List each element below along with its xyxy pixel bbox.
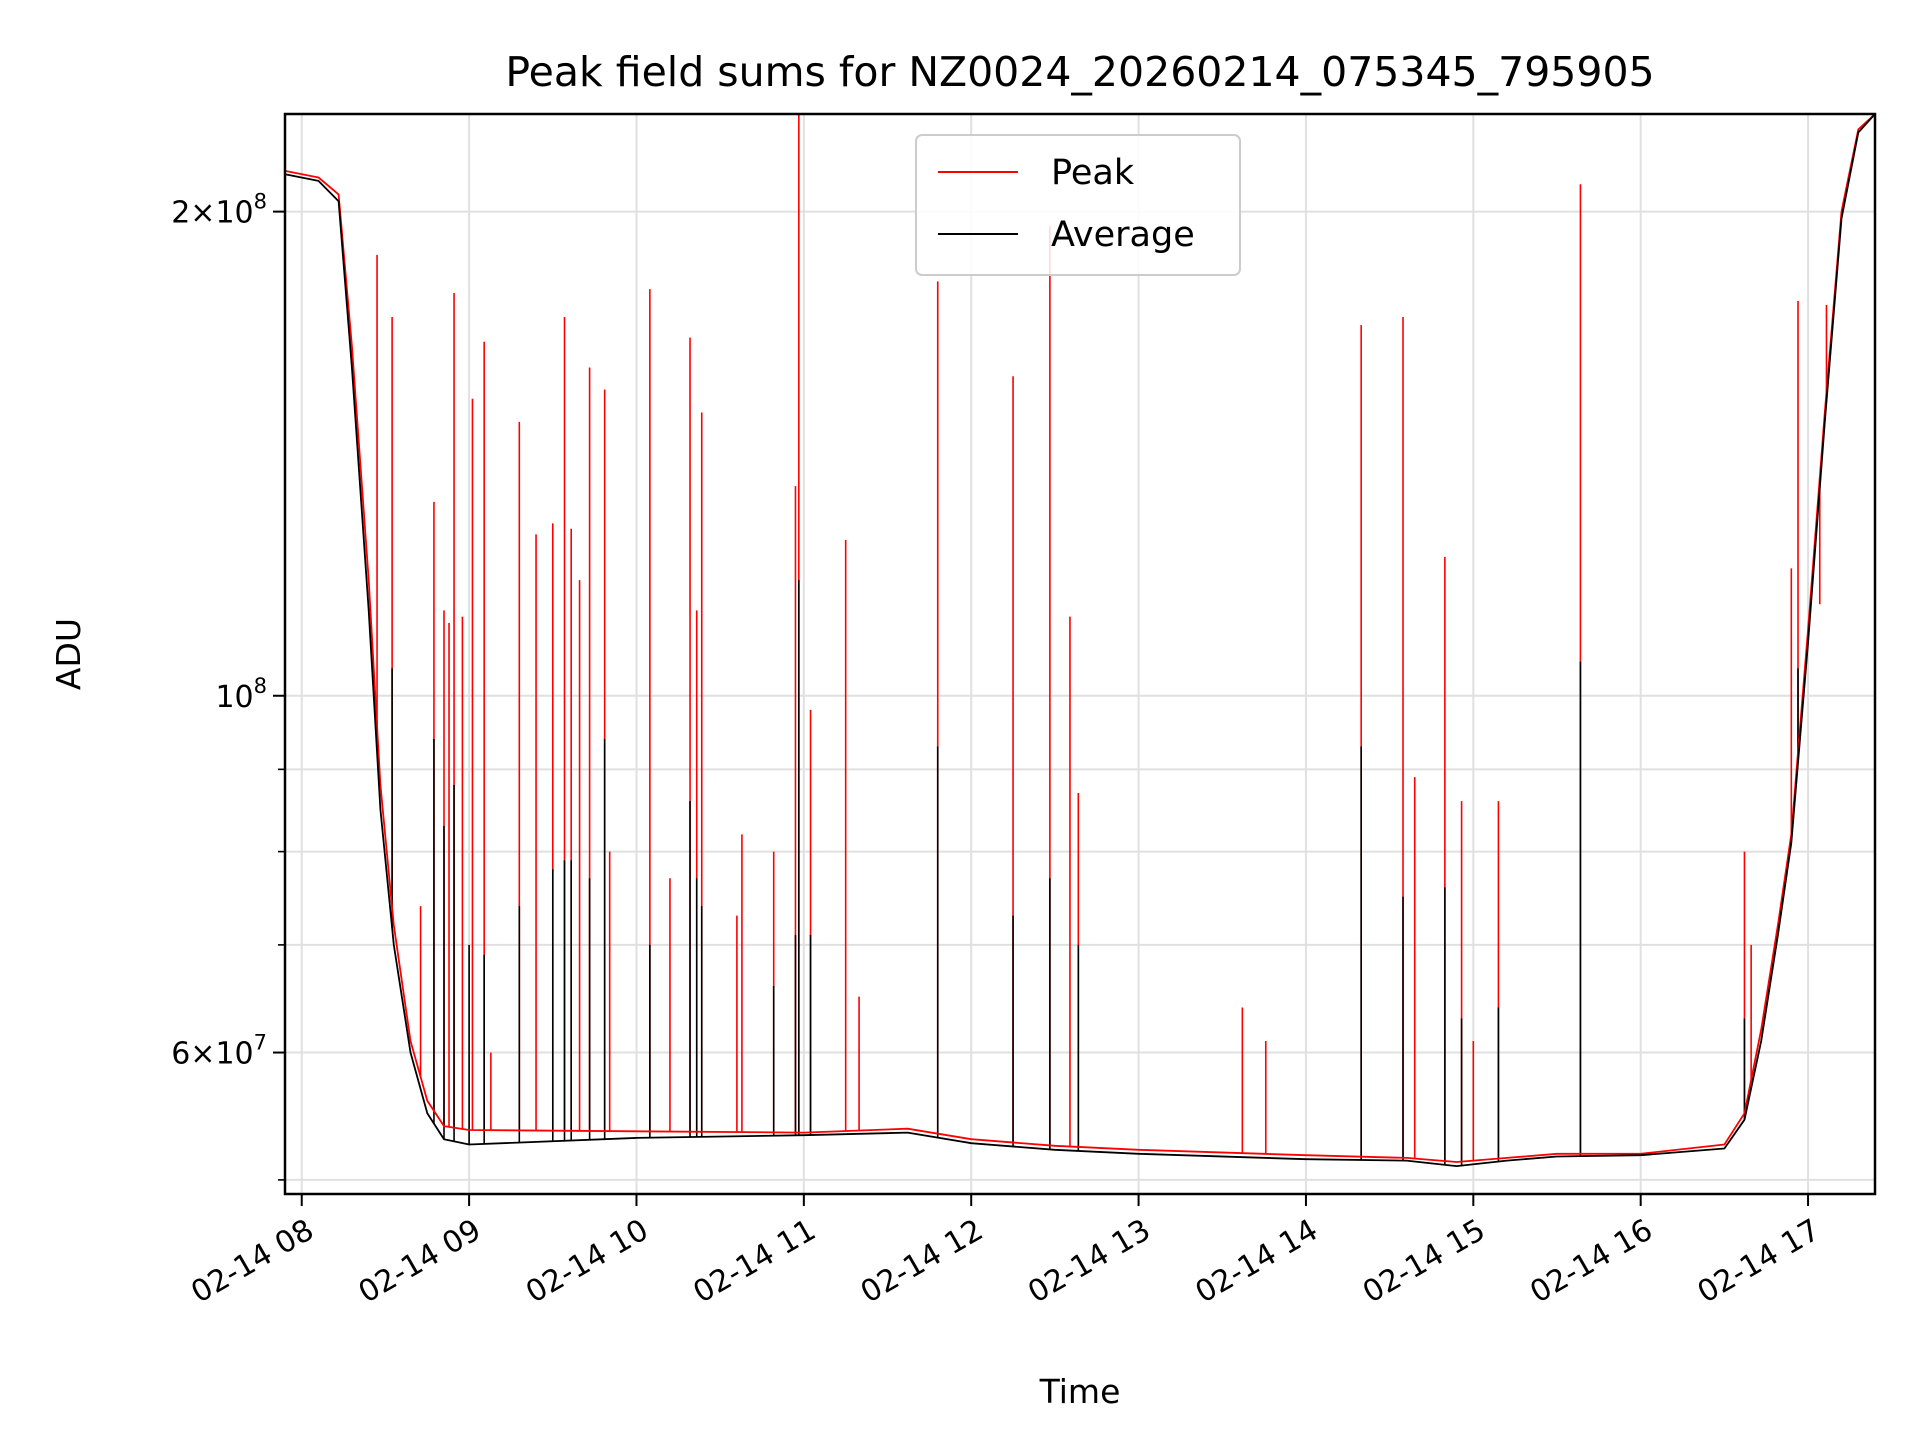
legend-box [915,134,1241,276]
y-tick-label: 2×108 [171,190,267,231]
peak-series-line [284,113,1876,1163]
legend-average-label: Average [1051,215,1195,255]
average-series-line [284,113,1876,1167]
plot-area-frame [283,112,1877,1196]
chart-title: Peak field sums for NZ0024_20260214_0753… [505,48,1654,96]
grid-layer [285,114,1875,1194]
x-axis-label: Time [1039,1372,1121,1411]
y-axis-label: ADU [49,618,88,690]
legend-peak-label: Peak [1051,153,1135,193]
y-tick-label: 6×107 [171,1031,267,1072]
legend: Peak Average [915,134,1241,276]
data-layer [284,113,1876,1167]
y-tick-label: 108 [215,674,267,715]
